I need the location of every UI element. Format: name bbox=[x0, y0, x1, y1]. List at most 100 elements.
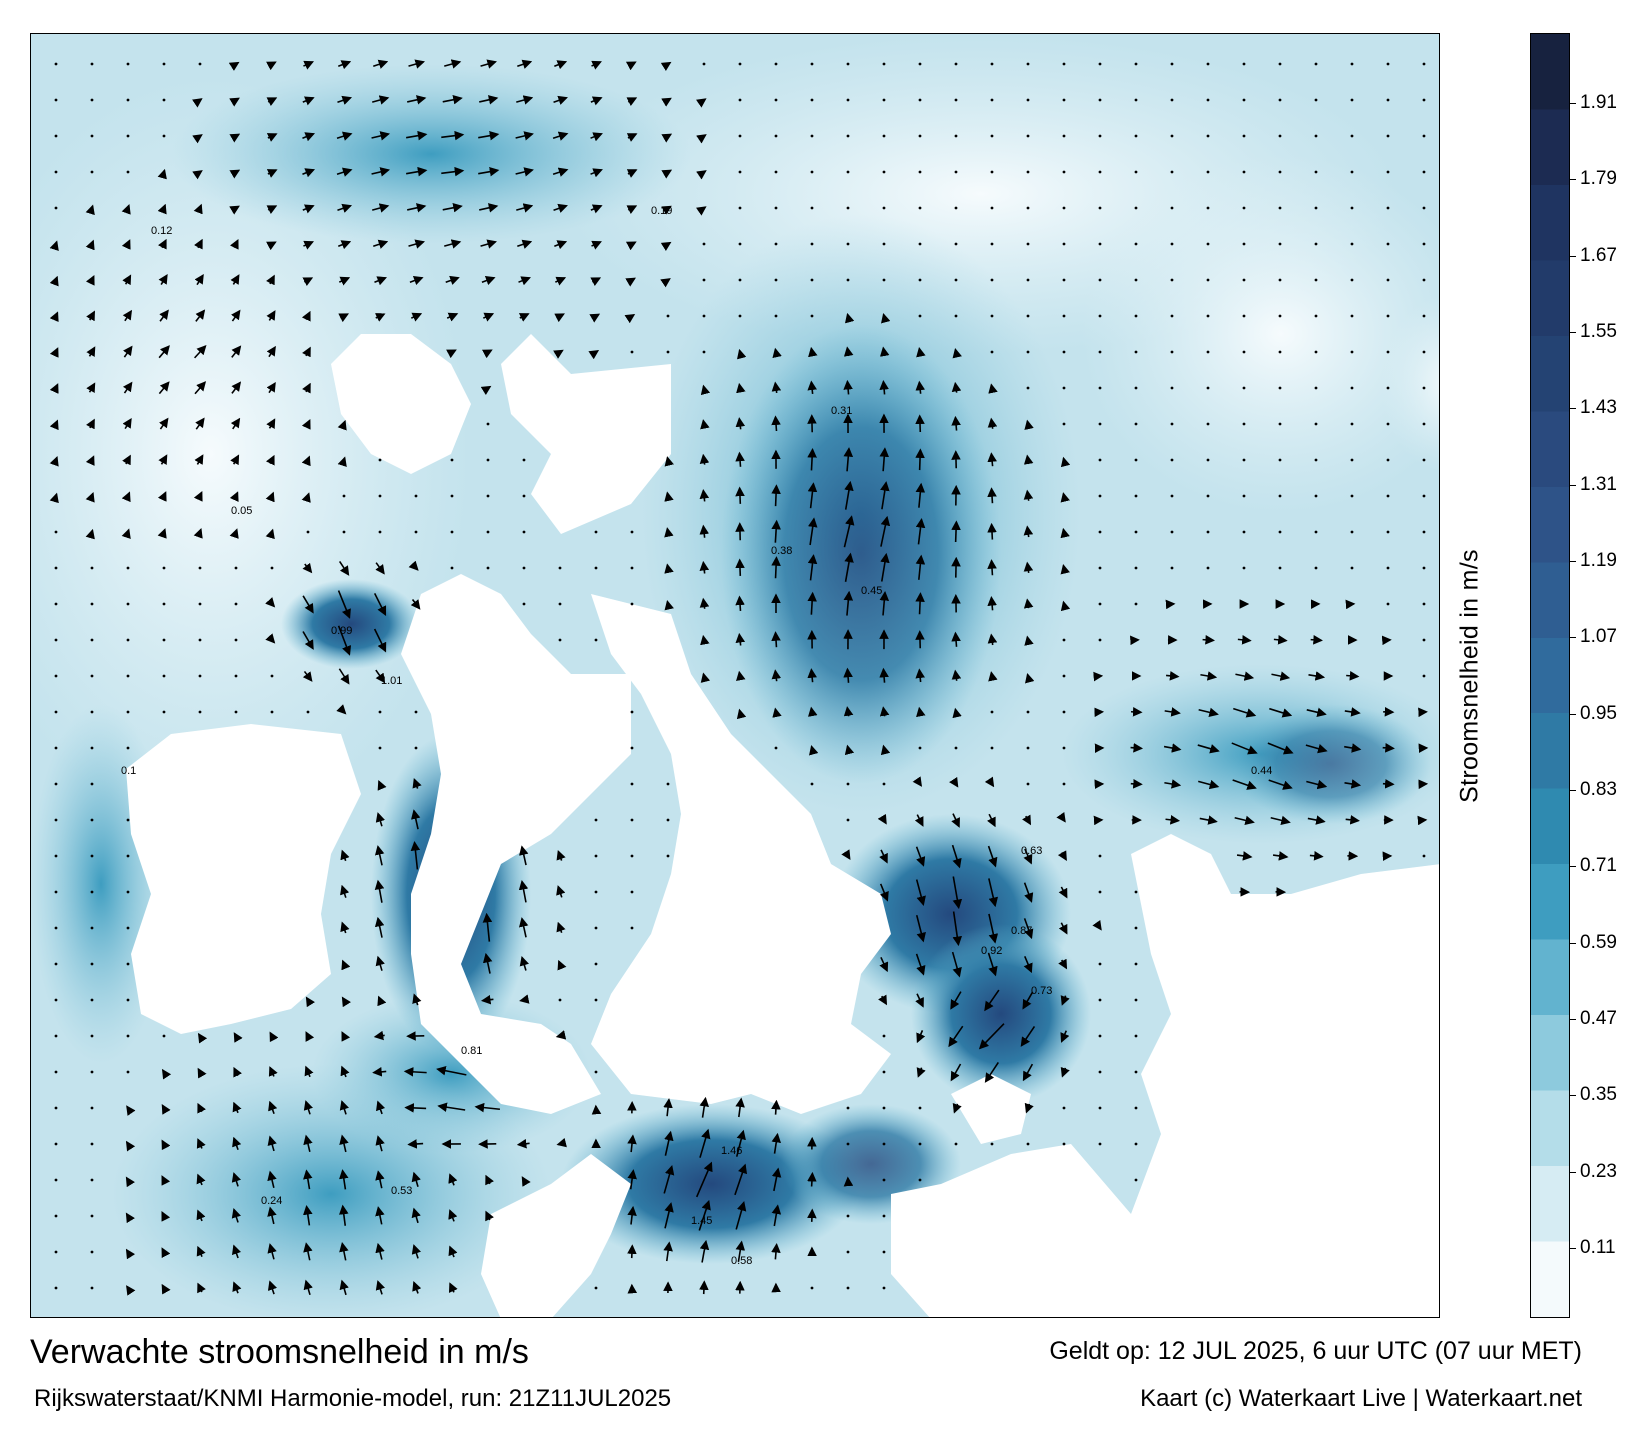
current-vector bbox=[1233, 707, 1257, 718]
current-vector bbox=[990, 206, 994, 210]
current-vector bbox=[518, 880, 529, 903]
current-vector bbox=[954, 206, 958, 210]
current-vector bbox=[735, 558, 745, 576]
current-vector bbox=[699, 1280, 709, 1295]
colorbar-tick-mark bbox=[1570, 1019, 1576, 1020]
current-vector bbox=[90, 1142, 94, 1146]
current-vector bbox=[1134, 422, 1138, 426]
current-vector bbox=[90, 98, 94, 102]
current-vector bbox=[594, 890, 598, 894]
current-vector bbox=[771, 415, 781, 432]
current-vector bbox=[988, 878, 999, 908]
current-vector bbox=[90, 1286, 94, 1290]
current-vector bbox=[337, 456, 347, 468]
current-vector bbox=[1278, 386, 1282, 390]
current-vector bbox=[990, 278, 994, 282]
current-vector bbox=[915, 993, 924, 1008]
current-vector bbox=[774, 242, 778, 246]
current-vector bbox=[1314, 386, 1318, 390]
current-vector bbox=[1134, 1178, 1138, 1182]
current-vector bbox=[126, 962, 130, 966]
current-vector bbox=[126, 818, 130, 822]
current-vector bbox=[1098, 638, 1102, 642]
current-vector bbox=[594, 998, 598, 1002]
current-vector bbox=[442, 203, 463, 213]
current-vector bbox=[1062, 134, 1066, 138]
current-vector bbox=[270, 674, 274, 678]
current-vector bbox=[1344, 779, 1362, 789]
current-vector bbox=[807, 706, 818, 717]
current-vector bbox=[1268, 779, 1293, 790]
current-vector bbox=[807, 380, 817, 395]
current-vector bbox=[54, 638, 58, 642]
current-vector bbox=[594, 854, 598, 858]
current-vector bbox=[736, 348, 747, 360]
current-vector bbox=[444, 59, 462, 69]
current-vector bbox=[86, 310, 95, 322]
current-vector bbox=[774, 62, 778, 66]
current-vector bbox=[1199, 815, 1218, 825]
colorbar-tick-label: 0.11 bbox=[1580, 1237, 1616, 1259]
current-vector bbox=[1314, 566, 1318, 570]
current-vector bbox=[1057, 850, 1067, 861]
colorbar-tick-label: 0.95 bbox=[1580, 702, 1617, 724]
colorbar-tick-label: 1.43 bbox=[1580, 397, 1617, 419]
current-vector bbox=[1242, 170, 1246, 174]
current-vector bbox=[522, 494, 526, 498]
current-vector bbox=[1310, 635, 1323, 645]
current-vector bbox=[233, 1032, 243, 1043]
current-vector bbox=[915, 592, 925, 615]
current-vector bbox=[738, 62, 742, 66]
current-vector bbox=[1023, 955, 1033, 974]
current-vector bbox=[1023, 918, 1034, 940]
current-vector bbox=[404, 1103, 427, 1113]
current-speed-map[interactable]: 0.99 1.01 1.46 1.45 0.81 0.53 0.45 0.38 0.58 0.24… bbox=[30, 33, 1440, 1318]
current-vector bbox=[663, 1098, 673, 1117]
current-vector bbox=[1163, 743, 1182, 753]
current-vector bbox=[198, 674, 202, 678]
land-middle-east bbox=[651, 914, 751, 1064]
current-vector bbox=[54, 530, 58, 534]
current-vector bbox=[1098, 998, 1102, 1002]
current-vector bbox=[194, 273, 204, 286]
current-vector bbox=[85, 528, 95, 540]
current-vector bbox=[270, 710, 274, 714]
current-vector bbox=[954, 170, 958, 174]
current-vector bbox=[954, 98, 958, 102]
current-vector bbox=[846, 1250, 850, 1254]
current-vector bbox=[1098, 350, 1102, 354]
current-vector bbox=[552, 167, 569, 177]
current-vector bbox=[915, 846, 926, 867]
current-vector bbox=[625, 241, 637, 251]
current-vector bbox=[1062, 674, 1066, 678]
current-vector bbox=[412, 777, 422, 789]
current-vector bbox=[879, 849, 888, 864]
current-vector bbox=[1422, 530, 1426, 534]
current-vector bbox=[841, 849, 851, 860]
current-vector bbox=[229, 528, 239, 539]
current-vector bbox=[1134, 494, 1138, 498]
current-vector bbox=[630, 602, 634, 606]
current-vector bbox=[1242, 530, 1246, 534]
current-vector bbox=[373, 59, 389, 69]
current-vector bbox=[554, 240, 568, 250]
current-vector bbox=[843, 379, 853, 395]
current-vector bbox=[162, 566, 166, 570]
current-vector bbox=[54, 1214, 58, 1218]
current-vector bbox=[90, 782, 94, 786]
current-vector bbox=[338, 276, 351, 286]
current-vector bbox=[90, 602, 94, 606]
current-vector bbox=[517, 239, 533, 249]
current-vector bbox=[1309, 851, 1324, 861]
current-vector bbox=[486, 458, 490, 462]
current-vector bbox=[450, 458, 454, 462]
land-south bbox=[481, 1154, 631, 1317]
current-vector bbox=[49, 275, 59, 287]
current-vector bbox=[90, 1070, 94, 1074]
current-vector bbox=[1062, 746, 1066, 750]
current-vector bbox=[1278, 350, 1282, 354]
current-vector bbox=[1025, 672, 1035, 684]
current-vector bbox=[878, 994, 888, 1006]
current-vector bbox=[232, 1101, 242, 1114]
current-vector bbox=[810, 134, 814, 138]
